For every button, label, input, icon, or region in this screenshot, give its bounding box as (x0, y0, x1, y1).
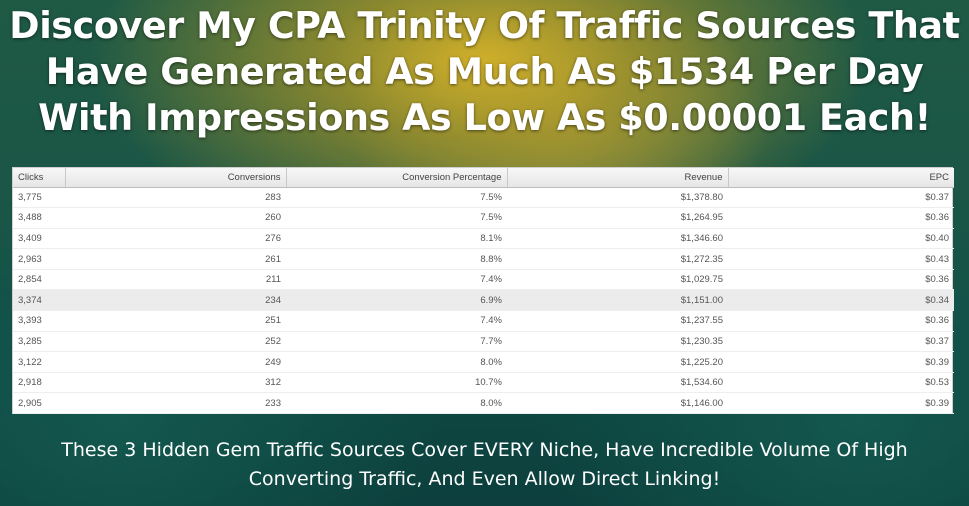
cell-conversions: 252 (65, 331, 286, 353)
headline-line-1: Discover My CPA Trinity Of Traffic Sourc… (9, 4, 960, 47)
cell-epc: $0.39 (728, 392, 954, 415)
cell-conversion-percentage: 8.0% (286, 392, 507, 415)
cell-epc: $0.53 (728, 372, 954, 394)
table-row: 3,409 276 8.1% $1,346.60 $0.40 (13, 228, 954, 250)
cell-revenue: $1,029.75 (507, 269, 728, 291)
cell-conversion-percentage: 8.0% (286, 351, 507, 373)
cell-clicks: 2,854 (13, 269, 65, 291)
table-header-row: Clicks Conversions Conversion Percentage… (13, 168, 954, 188)
cell-conversions: 251 (65, 310, 286, 332)
cell-epc: $0.36 (728, 207, 954, 229)
cell-clicks: 3,488 (13, 207, 65, 229)
cell-conversion-percentage: 10.7% (286, 372, 507, 394)
cell-epc: $0.40 (728, 228, 954, 250)
table-row: 2,918 312 10.7% $1,534.60 $0.53 (13, 372, 954, 394)
table-row: 3,122 249 8.0% $1,225.20 $0.39 (13, 351, 954, 373)
table-row: 3,393 251 7.4% $1,237.55 $0.36 (13, 310, 954, 332)
subheadline: These 3 Hidden Gem Traffic Sources Cover… (0, 436, 969, 494)
subheadline-line-2: Converting Traffic, And Even Allow Direc… (248, 468, 721, 490)
cell-conversions: 234 (65, 289, 286, 312)
stats-table-screenshot: Clicks Conversions Conversion Percentage… (12, 167, 954, 415)
column-header-epc[interactable]: EPC (728, 168, 954, 188)
cell-clicks: 3,285 (13, 331, 65, 353)
cell-epc: $0.36 (728, 269, 954, 291)
cell-conversion-percentage: 8.1% (286, 228, 507, 250)
column-header-conversion-percentage[interactable]: Conversion Percentage (286, 168, 508, 188)
cell-clicks: 3,374 (13, 289, 65, 312)
cell-conversion-percentage: 7.5% (286, 207, 507, 229)
cell-revenue: $1,378.80 (507, 187, 728, 209)
cell-revenue: $1,151.00 (507, 289, 728, 312)
subheadline-line-1: These 3 Hidden Gem Traffic Sources Cover… (61, 439, 908, 461)
cell-epc: $0.39 (728, 351, 954, 373)
cell-clicks: 3,775 (13, 187, 65, 209)
cell-conversions: 283 (65, 187, 286, 209)
table-row: 3,775 283 7.5% $1,378.80 $0.37 (13, 187, 954, 209)
stats-table: Clicks Conversions Conversion Percentage… (13, 168, 954, 415)
cell-conversions: 312 (65, 372, 286, 394)
headline-line-2: Have Generated As Much As $1534 Per Day (45, 50, 924, 93)
cell-revenue: $1,225.20 (507, 351, 728, 373)
column-header-revenue[interactable]: Revenue (507, 168, 729, 188)
table-row: 2,905 233 8.0% $1,146.00 $0.39 (13, 392, 954, 415)
cell-conversion-percentage: 7.4% (286, 269, 507, 291)
column-header-clicks[interactable]: Clicks (13, 168, 66, 188)
cell-conversion-percentage: 6.9% (286, 289, 507, 312)
cell-conversions: 261 (65, 248, 286, 270)
cell-revenue: $1,534.60 (507, 372, 728, 394)
headline-line-3: With Impressions As Low As $0.00001 Each… (38, 96, 931, 139)
cell-conversion-percentage: 7.5% (286, 187, 507, 209)
cell-revenue: $1,237.55 (507, 310, 728, 332)
cell-conversions: 260 (65, 207, 286, 229)
cell-clicks: 3,409 (13, 228, 65, 250)
cell-epc: $0.34 (728, 289, 954, 312)
cell-revenue: $1,346.60 (507, 228, 728, 250)
cell-conversions: 276 (65, 228, 286, 250)
cell-epc: $0.36 (728, 310, 954, 332)
cell-clicks: 2,963 (13, 248, 65, 270)
cell-revenue: $1,146.00 (507, 392, 728, 415)
cell-conversions: 249 (65, 351, 286, 373)
table-row: 3,488 260 7.5% $1,264.95 $0.36 (13, 207, 954, 229)
cell-conversions: 211 (65, 269, 286, 291)
cell-revenue: $1,264.95 (507, 207, 728, 229)
cell-epc: $0.43 (728, 248, 954, 270)
cell-conversions: 233 (65, 392, 286, 415)
table-row: 3,374 234 6.9% $1,151.00 $0.34 (13, 289, 954, 312)
cell-clicks: 2,918 (13, 372, 65, 394)
table-body: 3,775 283 7.5% $1,378.80 $0.37 3,488 260 7.5% $1… (13, 187, 954, 415)
cell-revenue: $1,272.35 (507, 248, 728, 270)
column-header-conversions[interactable]: Conversions (65, 168, 287, 188)
cell-conversion-percentage: 7.7% (286, 331, 507, 353)
cell-conversion-percentage: 8.8% (286, 248, 507, 270)
cell-revenue: $1,230.35 (507, 331, 728, 353)
cell-conversion-percentage: 7.4% (286, 310, 507, 332)
cell-clicks: 3,393 (13, 310, 65, 332)
cell-clicks: 2,905 (13, 392, 65, 415)
headline: Discover My CPA Trinity Of Traffic Sourc… (0, 3, 969, 141)
table-row: 2,854 211 7.4% $1,029.75 $0.36 (13, 269, 954, 291)
table-row: 2,963 261 8.8% $1,272.35 $0.43 (13, 248, 954, 270)
cell-epc: $0.37 (728, 187, 954, 209)
cell-clicks: 3,122 (13, 351, 65, 373)
table-row: 3,285 252 7.7% $1,230.35 $0.37 (13, 331, 954, 353)
cell-epc: $0.37 (728, 331, 954, 353)
